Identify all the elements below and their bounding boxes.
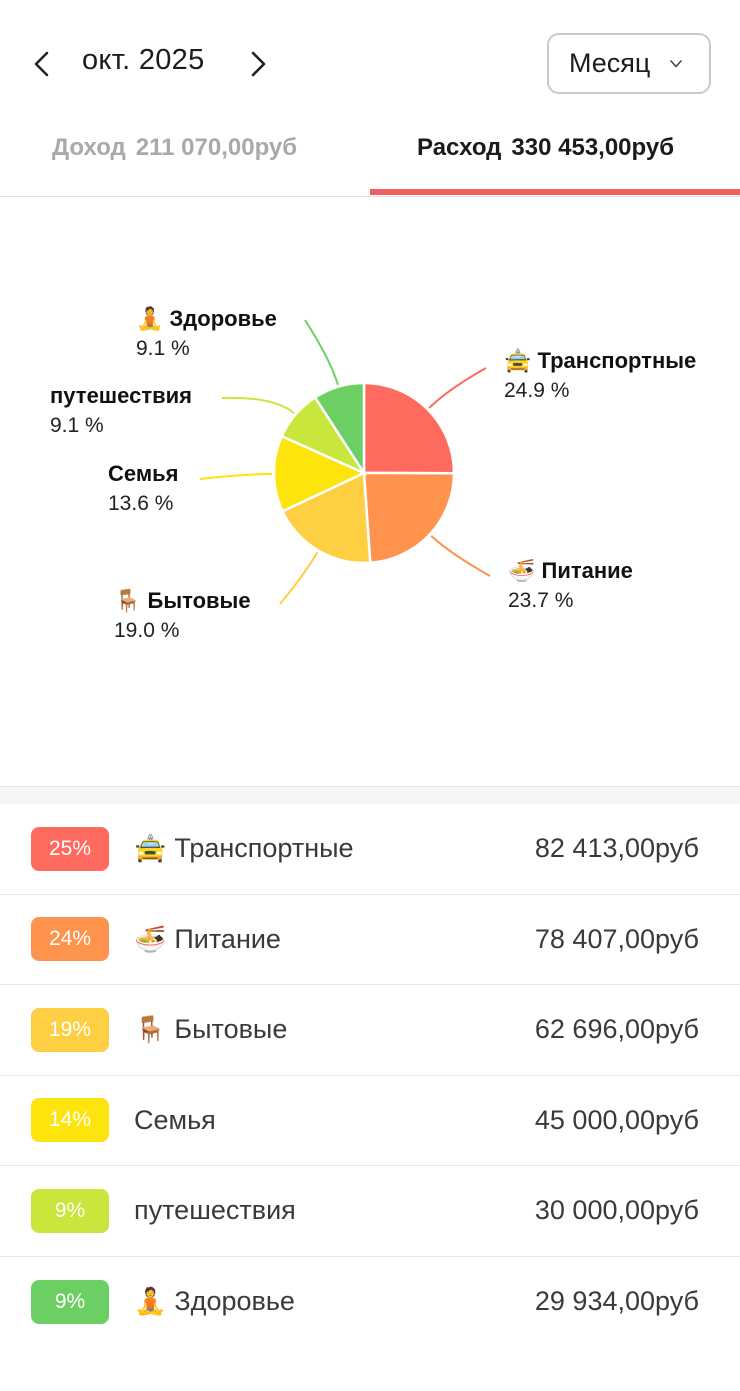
pie-slice-2[interactable] — [362, 471, 456, 565]
percent-badge: 14% — [31, 1098, 109, 1143]
pie-chart-svg: 🚖 Транспортные 24.9 % 🍜 Питание 23.7 % 🪑 Быт… — [50, 306, 696, 642]
category-name: Бытовые — [174, 1014, 288, 1045]
chair-icon: 🪑 — [134, 1014, 167, 1045]
percent-badge: 19% — [31, 1007, 109, 1052]
type-tabs: Доход 211 070,00руб Расход 330 453,00руб — [0, 120, 740, 197]
pie-slice-percent-label: 19.0 % — [114, 619, 179, 642]
pie-slice-percent-label: 9.1 % — [136, 337, 190, 360]
active-tab-indicator — [370, 189, 740, 195]
pie-slice-percent-label: 13.6 % — [108, 492, 173, 515]
category-name: Транспортные — [174, 833, 354, 864]
category-amount: 30 000,00руб — [534, 1195, 699, 1226]
percent-badge: 24% — [31, 917, 109, 962]
pie-slice-1[interactable] — [362, 381, 456, 475]
category-name: Здоровье — [174, 1286, 295, 1317]
tab-income-amount: 211 070,00руб — [135, 134, 298, 161]
pie-leader-line — [221, 396, 295, 414]
pie-slice-name-label: 🍜 Питание — [508, 558, 633, 583]
tab-expense-amount: 330 453,00руб — [511, 134, 675, 161]
pie-slice-6[interactable] — [313, 381, 366, 478]
category-row[interactable]: 14% Семья 45 000,00руб — [0, 1076, 740, 1166]
category-label: 🪑 Бытовые — [134, 1014, 287, 1045]
category-amount: 62 696,00руб — [534, 1014, 699, 1045]
category-label: путешествия — [134, 1195, 296, 1226]
pie-slice-name-label: Семья — [108, 461, 178, 486]
category-label: 🍜 Питание — [134, 924, 281, 955]
category-label: 🧘 Здоровье — [134, 1286, 295, 1317]
period-select-value: Месяц — [569, 48, 651, 78]
pie-slice-4[interactable] — [272, 434, 367, 513]
category-row[interactable]: 19% 🪑 Бытовые 62 696,00руб — [0, 985, 740, 1076]
category-amount: 45 000,00руб — [534, 1104, 699, 1135]
tab-expense[interactable]: Расход 330 453,00руб — [417, 134, 674, 174]
taxi-icon: 🚖 — [134, 833, 167, 864]
previous-month-button[interactable] — [20, 40, 64, 88]
percent-badge: 25% — [31, 826, 109, 871]
category-list: 25% 🚖 Транспортные 82 413,00руб 24% 🍜 Питание 7… — [0, 804, 740, 1347]
category-amount: 29 934,00руб — [534, 1286, 699, 1317]
chevron-left-icon — [34, 51, 49, 77]
pie-slice-3[interactable] — [280, 471, 372, 565]
category-row[interactable]: 25% 🚖 Транспортные 82 413,00руб — [0, 804, 740, 895]
pie-slice-name-label: 🧘 Здоровье — [136, 306, 277, 331]
pie-leader-line — [304, 319, 339, 386]
tab-income[interactable]: Доход 211 070,00руб — [52, 134, 297, 174]
category-name: Питание — [174, 923, 281, 954]
category-label: Семья — [134, 1105, 216, 1136]
pie-slice-name-label: 🚖 Транспортные — [504, 348, 696, 373]
pie-slice-percent-label: 23.7 % — [508, 589, 573, 612]
pie-leader-line — [199, 472, 273, 480]
percent-badge: 9% — [31, 1279, 109, 1324]
meditation-icon: 🧘 — [134, 1286, 167, 1317]
current-month: окт. 2025 — [82, 44, 205, 76]
expense-pie-chart: 🚖 Транспортные 24.9 % 🍜 Питание 23.7 % 🪑 Быт… — [0, 198, 740, 786]
percent-badge: 9% — [31, 1188, 109, 1233]
pie-slice-percent-label: 24.9 % — [504, 379, 569, 402]
section-divider — [0, 786, 740, 804]
pie-leader-line — [430, 535, 491, 577]
tab-expense-label: Расход — [417, 134, 502, 161]
category-name: путешествия — [134, 1195, 296, 1226]
pie-leader-line — [428, 367, 487, 409]
pie-leader-line — [279, 551, 319, 605]
category-amount: 78 407,00руб — [534, 923, 699, 954]
chevron-down-icon — [670, 60, 682, 68]
chevron-right-icon — [251, 51, 266, 77]
pie-slice-name-label: путешествия — [50, 383, 192, 408]
category-row[interactable]: 9% 🧘 Здоровье 29 934,00руб — [0, 1257, 740, 1348]
period-select[interactable]: Месяц — [547, 33, 711, 94]
category-amount: 82 413,00руб — [534, 833, 699, 864]
pie-slice-name-label: 🪑 Бытовые — [114, 588, 251, 613]
noodles-icon: 🍜 — [134, 923, 167, 954]
next-month-button[interactable] — [236, 40, 280, 88]
pie-slice-percent-label: 9.1 % — [50, 414, 104, 437]
category-row[interactable]: 9% путешествия 30 000,00руб — [0, 1166, 740, 1257]
category-name: Семья — [134, 1104, 216, 1135]
category-row[interactable]: 24% 🍜 Питание 78 407,00руб — [0, 895, 740, 985]
tab-income-label: Доход — [52, 134, 126, 161]
header: окт. 2025 Месяц — [0, 0, 740, 120]
category-label: 🚖 Транспортные — [134, 833, 354, 864]
